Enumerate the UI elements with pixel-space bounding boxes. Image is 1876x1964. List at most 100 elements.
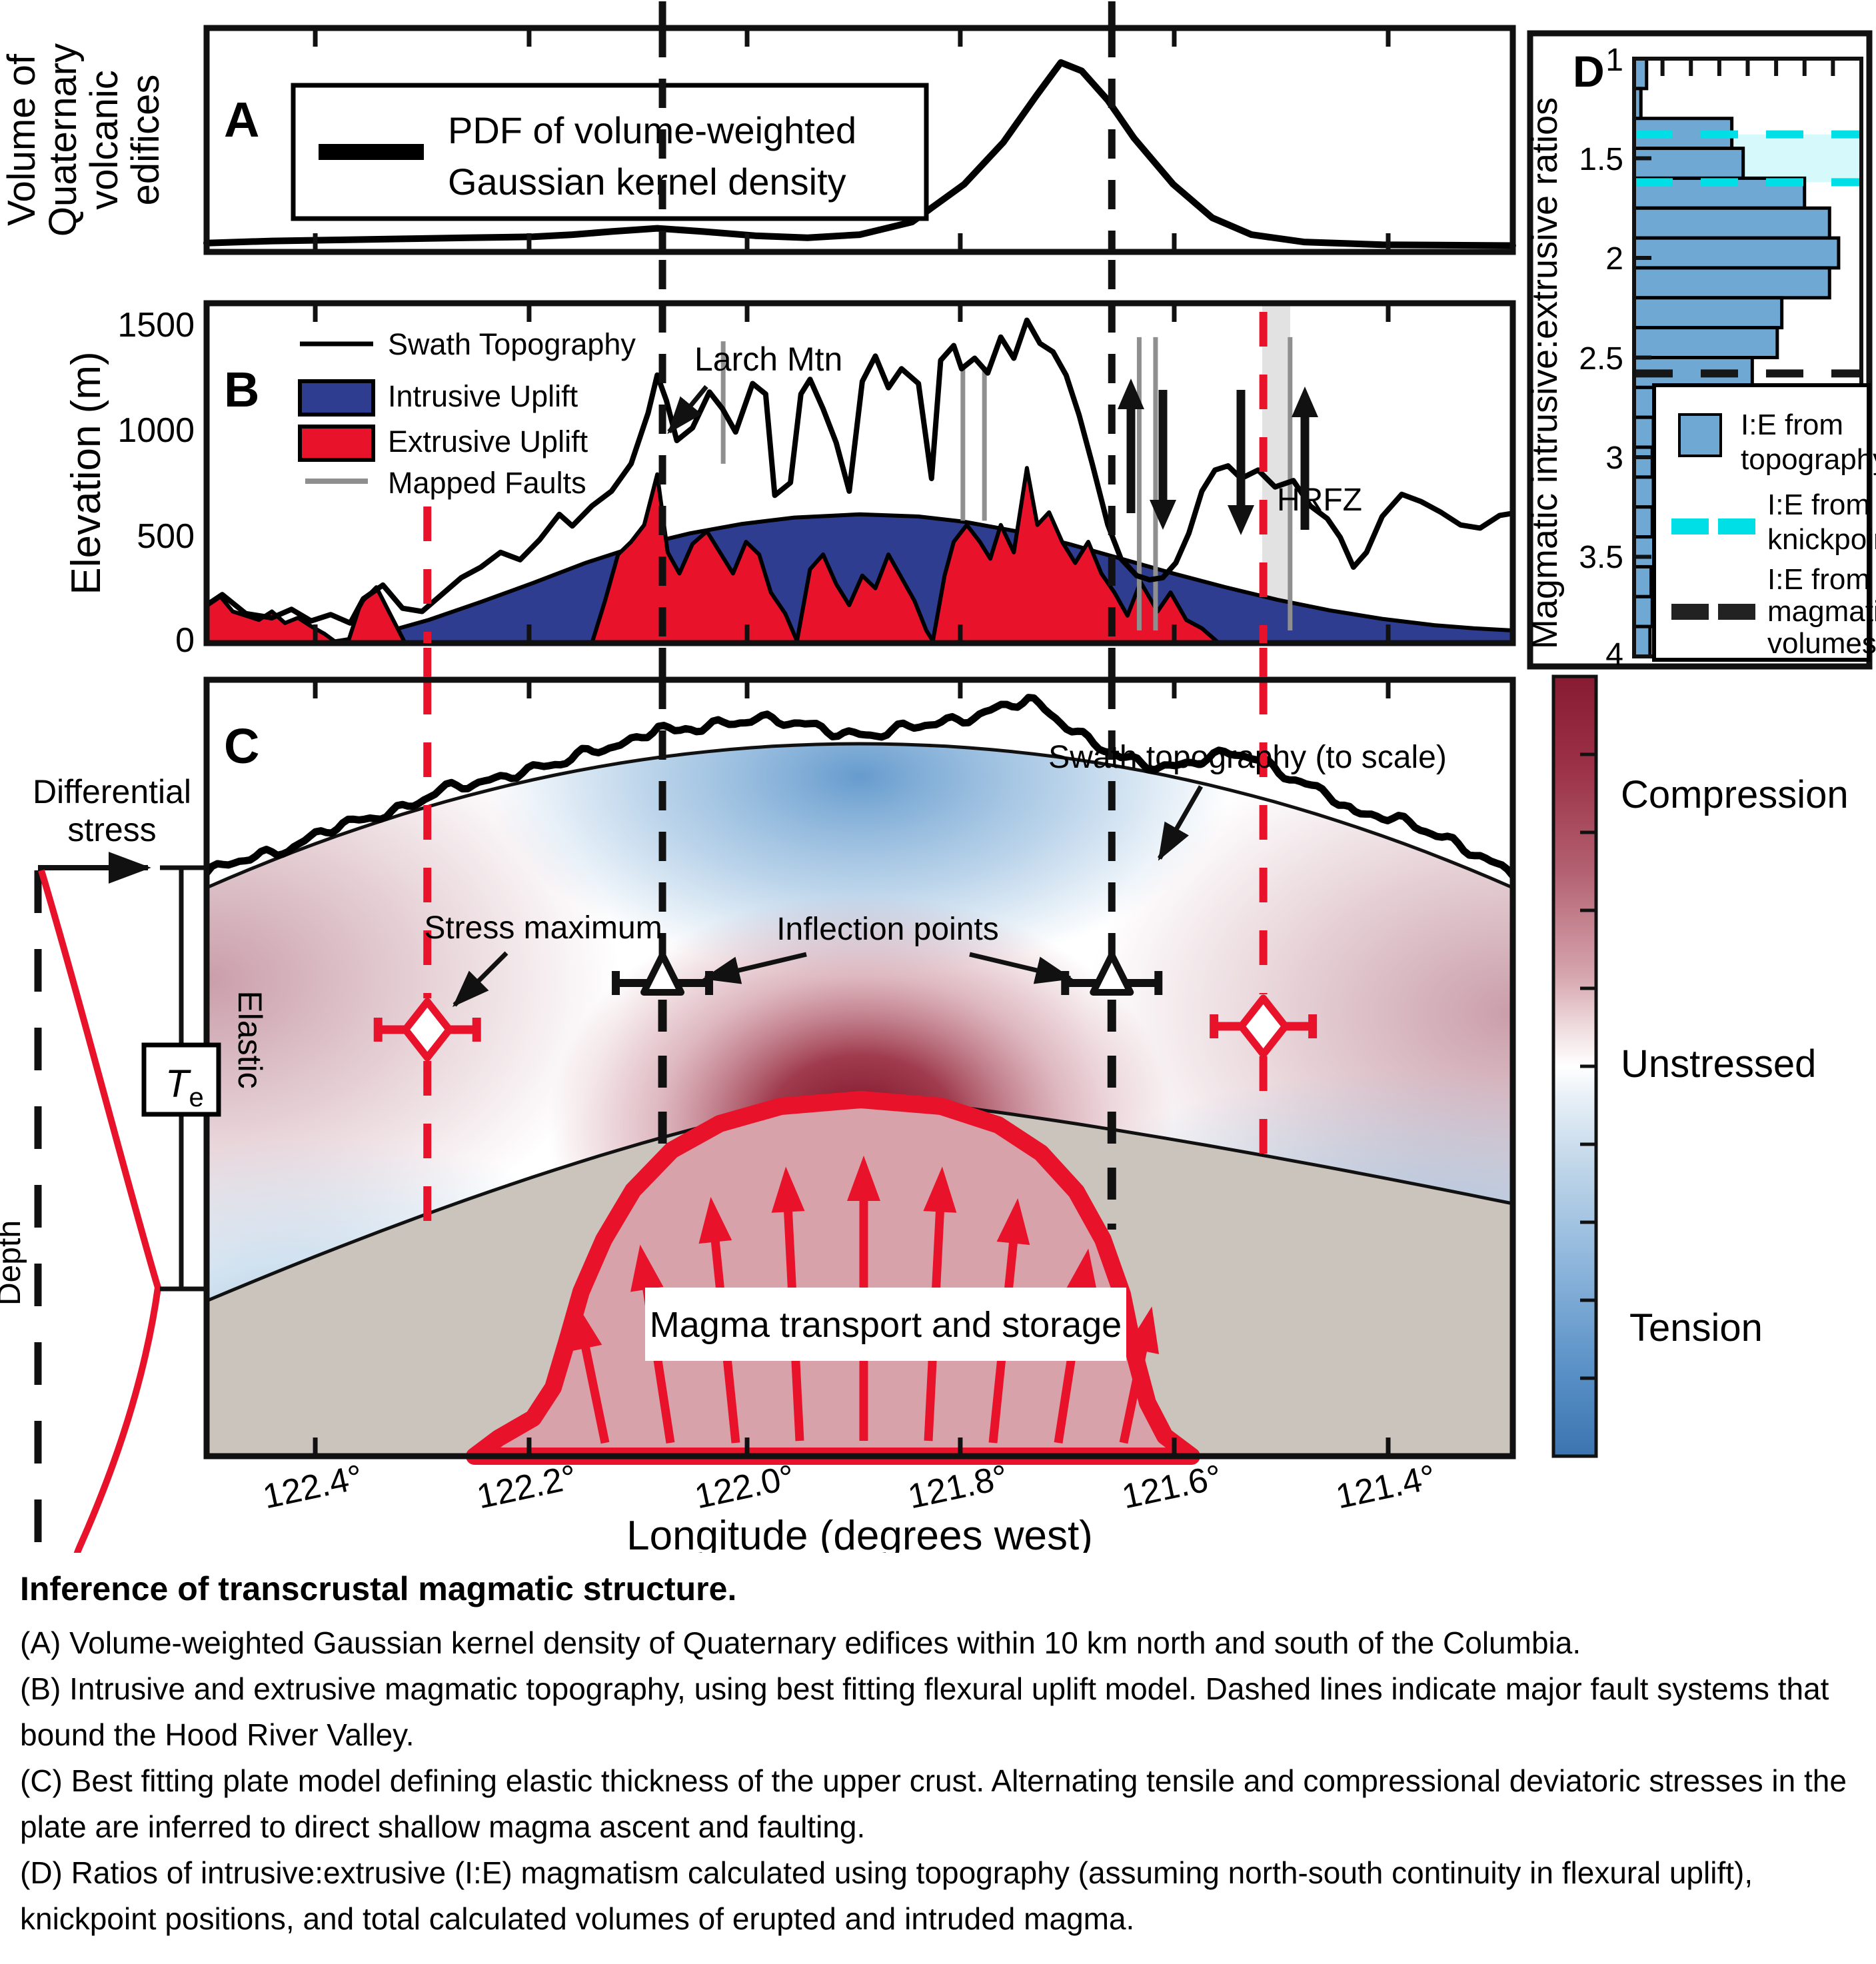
panel-a-plot [203,59,1516,249]
panel-b-ticks [313,303,1391,643]
legend-text: Extrusive Uplift [388,425,588,459]
caption-item-a: (A) Volume-weighted Gaussian kernel dens… [20,1625,1581,1660]
histogram-bar [1632,564,1653,598]
larch-arrow [667,385,708,435]
histogram-bar [1632,445,1654,479]
fault-slip-arrows [1118,379,1318,535]
ytick-label: 500 [137,517,195,556]
legend-text: knickpoints [1767,523,1876,556]
panel-c-annotations: Elastic Stress maximum Inflection points… [231,740,1447,1089]
ytick-label: 1.5 [1579,142,1623,177]
legend-swatch-intrusive [298,379,375,417]
stress-max-arrow [453,951,508,1007]
panel-b-frame [203,300,1516,646]
pdf-curve [203,59,1516,249]
te-box [141,1042,221,1117]
te-sub: e [189,1083,203,1112]
diff-stress-label: Differential [33,773,191,810]
histogram-bar [1632,206,1831,240]
panel-a-legend: PDF of volume-weighted Gaussian kernel d… [291,83,929,221]
panel-a-frame [203,25,1516,255]
panel-a-ylabel: Volume of Quaternary volcanic edifices [0,43,167,237]
slip-arrow-head-down [1150,500,1176,530]
swath-scale-label: Swath topography (to scale) [1048,740,1447,775]
panel-c-label: C [224,718,259,774]
inflection-marker [1090,952,1134,996]
caption-item-d: (D) Ratios of intrusive:extrusive (I:E) … [20,1855,1753,1936]
ytick-label: 2 [1605,241,1623,277]
ytick-label: 2.5 [1579,341,1623,377]
stress-profile-curve [38,869,162,1619]
ytick-label: 1 [1605,43,1623,78]
legend-text: magmatic [1767,595,1876,628]
inflection-arrow-left [702,952,807,984]
diff-stress-label: stress [67,811,156,848]
magma-arrow-shaft [1119,1339,1150,1444]
colorbar-label-unstressed: Unstressed [1621,1042,1816,1086]
panel-b: Elevation (m) 0 500 1000 1500 B Swath To… [63,300,1516,660]
inflection-label: Inflection points [776,912,999,947]
ylabel-line: Quaternary [41,43,85,237]
histogram-bar [1632,594,1654,628]
magma-arrow-head [1065,1248,1098,1296]
legend-swatch-topography [1678,413,1722,457]
magma-arrow-head [569,1304,602,1352]
slip-arrow-head-up [1118,379,1144,409]
ytick-label: 4 [1605,637,1623,672]
hrfz-label: HRFZ [1277,483,1362,518]
legend-text: topography [1741,443,1876,476]
magma-label-box [645,1288,1126,1361]
colorbar-label-compression: Compression [1621,773,1849,816]
panel-c-gutter: Differential stress Depth Te [0,773,221,1663]
ytick-label: 1500 [117,306,195,345]
xtick-label: 122.0° [692,1458,798,1516]
panel-a: Volume of Quaternary volcanic edifices A… [0,25,1516,255]
xtick-label: 121.6° [1119,1458,1226,1516]
caption-item-c: (C) Best fitting plate model defining el… [20,1763,1847,1844]
stress-max-marker [1238,994,1290,1058]
histogram-bar [1632,475,1655,509]
xtick-label: 122.2° [474,1458,580,1516]
magma-arrow-head [771,1166,805,1213]
guide-lines [423,1,1268,677]
histogram-bar [1632,236,1841,270]
slip-arrow-head-up [1292,387,1318,417]
x-axis: 122.4° 122.2° 122.0° 121.8° 121.6° 121.4… [260,1458,1439,1559]
histogram-bar [1632,385,1657,419]
legend-dash-cyan [1671,518,1709,534]
panel-d-legend: I:E from topography I:E from knickpoints… [1652,383,1876,662]
extrusive-area [207,468,1219,643]
larch-annotation: Larch Mtn [667,341,842,435]
legend-dash-black [1718,604,1755,620]
histogram-bar [1632,326,1779,359]
histogram-bar [1632,296,1784,330]
swath-topography-line [205,317,1513,626]
x-axis-title: Longitude (degrees west) [626,1513,1093,1553]
histogram-bar [1632,505,1654,539]
figure-svg: Volume of Quaternary volcanic edifices A… [0,1,1876,1663]
panel-b-label: B [224,362,259,417]
xtick-label: 122.4° [260,1458,367,1516]
colorbar-label-tension: Tension [1629,1306,1763,1350]
magma-arrow-head [996,1198,1030,1246]
legend-text: PDF of volume-weighted [448,109,856,151]
panel-d-label: D [1573,47,1605,96]
colorbar: Compression Unstressed Tension [1551,674,1849,1458]
ytick-label: 3.5 [1579,540,1623,575]
te-label: Te [165,1062,204,1112]
ylabel-line: edifices [124,75,167,206]
swath-topography-to-scale [203,694,1516,878]
legend-text: volumes [1767,627,1876,660]
panel-c-guides [373,680,1318,1248]
magma-arrow [1119,1306,1160,1444]
elastic-label: Elastic [231,990,269,1088]
panel-a-label: A [224,92,259,147]
figure-caption: Inference of transcrustal magmatic struc… [20,1569,1849,1942]
magma-label-text: Magma transport and storage [650,1305,1122,1345]
panel-b-plot [205,317,1513,645]
magma-arrow-head [923,1166,957,1213]
ytick-label: 0 [175,621,195,660]
histogram-bar [1632,535,1657,568]
ylabel-line: volcanic [83,70,126,210]
panel-d: D Magmatic intrusive:extrusive ratios 1 … [1525,30,1876,672]
